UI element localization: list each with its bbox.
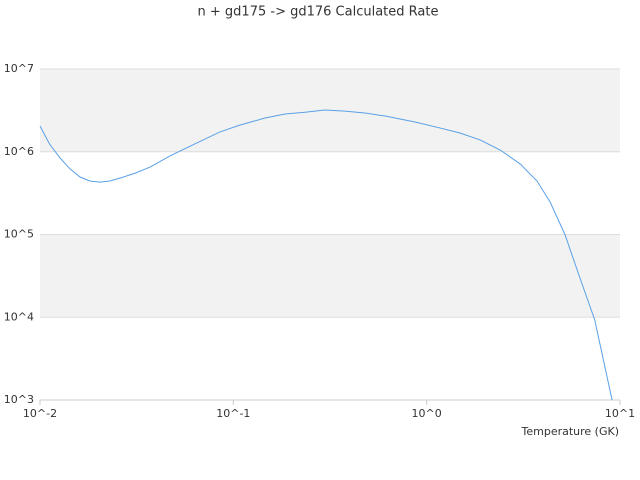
x-axis-label: Temperature (GK) bbox=[521, 425, 620, 438]
y-tick-label: 10^5 bbox=[4, 228, 34, 241]
y-tick-label: 10^6 bbox=[4, 145, 34, 158]
y-tick-label: 10^3 bbox=[4, 393, 34, 406]
y-tick-label: 10^7 bbox=[4, 62, 34, 75]
line bbox=[39, 109, 613, 401]
x-tick-label: 10^-2 bbox=[23, 407, 57, 420]
x-tick-label: 10^1 bbox=[605, 407, 635, 420]
chart-title: n + gd175 -> gd176 Calculated Rate bbox=[198, 5, 439, 20]
x-tick-label: 10^0 bbox=[412, 407, 442, 420]
grid-band bbox=[40, 234, 620, 318]
y-tick-label: 10^4 bbox=[4, 310, 34, 323]
x-tick-label: 10^-1 bbox=[216, 407, 250, 420]
